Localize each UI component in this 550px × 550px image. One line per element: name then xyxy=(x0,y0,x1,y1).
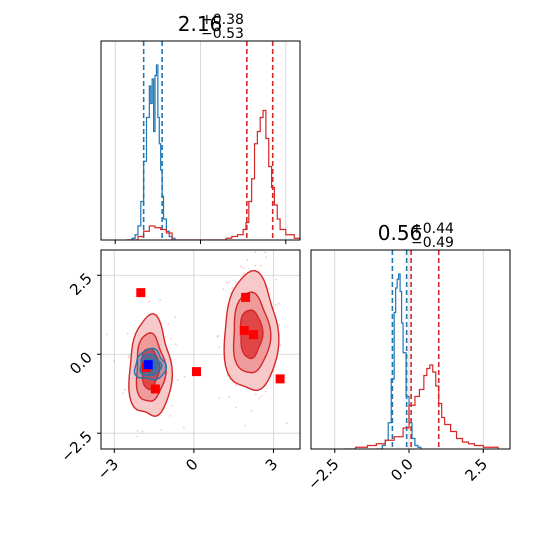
marginal-x0-title: 2.16 xyxy=(178,12,223,36)
scatter-point xyxy=(159,299,162,302)
marginal-x1-tick-label: 0.0 xyxy=(387,455,417,485)
truth-marker-blue xyxy=(143,360,153,370)
scatter-point xyxy=(183,375,186,378)
scatter-point xyxy=(169,415,172,417)
scatter-point xyxy=(136,435,139,438)
scatter-point xyxy=(126,332,129,335)
scatter-point xyxy=(234,406,237,409)
scatter-point xyxy=(279,344,282,347)
scatter-point xyxy=(258,397,261,400)
scatter-point xyxy=(264,251,267,254)
histogram-series-blue xyxy=(126,64,176,240)
scatter-point xyxy=(264,390,267,393)
joint-y-tick-label: 2.5 xyxy=(66,269,96,299)
marginal-x1-frame xyxy=(310,249,511,450)
truth-marker-red xyxy=(241,292,251,302)
scatter-point xyxy=(285,422,288,424)
truth-marker-red xyxy=(239,326,249,336)
scatter-point xyxy=(136,430,139,432)
marginal-x1-tick-label: −2.5 xyxy=(304,455,342,493)
histogram-series-blue xyxy=(376,273,422,449)
scatter-point xyxy=(259,264,262,267)
scatter-point xyxy=(217,335,220,337)
marginal-panel-x1: −2.5 0.0 2.5 0.56 +0.44 −0.49 xyxy=(304,221,511,494)
scatter-point xyxy=(183,426,185,429)
scatter-point xyxy=(222,288,225,291)
scatter-point xyxy=(234,451,236,453)
scatter-point xyxy=(141,430,144,433)
scatter-point xyxy=(265,256,267,259)
truth-marker-red xyxy=(136,288,146,298)
scatter-point xyxy=(260,395,263,398)
truth-marker-red xyxy=(249,330,259,340)
scatter-point xyxy=(128,354,131,357)
scatter-point xyxy=(242,266,245,269)
scatter-point xyxy=(231,287,234,289)
scatter-point xyxy=(246,259,249,262)
marginal-panel-x0: 2.16 +0.38 −0.53 xyxy=(100,12,301,241)
scatter-point xyxy=(242,272,245,275)
joint-y-tick-label: 0.0 xyxy=(66,348,96,378)
scatter-point xyxy=(278,324,281,327)
scatter-point xyxy=(235,384,237,387)
scatter-point xyxy=(275,278,278,281)
scatter-point xyxy=(105,333,108,336)
scatter-point xyxy=(113,360,116,363)
scatter-point xyxy=(170,405,173,408)
scatter-point xyxy=(160,428,163,431)
marginal-x1-title-plus: +0.44 xyxy=(411,221,454,237)
scatter-point xyxy=(216,335,219,338)
scatter-point xyxy=(169,337,172,340)
truth-marker-red xyxy=(192,367,202,377)
scatter-point xyxy=(254,251,257,254)
scatter-point xyxy=(218,346,221,349)
scatter-point xyxy=(234,281,237,284)
scatter-point xyxy=(167,323,170,326)
scatter-point xyxy=(243,218,245,220)
joint-panel: −3 0 3 2.5 0.0 −2.5 xyxy=(57,218,301,483)
scatter-point xyxy=(174,316,177,318)
marginal-x0-title-minus: −0.53 xyxy=(201,26,244,42)
scatter-point xyxy=(278,302,280,305)
joint-frame xyxy=(100,249,301,450)
scatter-point xyxy=(268,287,271,290)
scatter-point xyxy=(225,281,228,284)
scatter-point xyxy=(148,300,151,303)
scatter-point xyxy=(123,388,126,391)
scatter-point xyxy=(250,409,253,412)
joint-x-tick-label: 3 xyxy=(262,455,281,474)
scatter-point xyxy=(218,397,221,400)
scatter-point xyxy=(127,356,130,359)
scatter-point xyxy=(255,393,257,396)
scatter-point xyxy=(274,304,277,306)
scatter-point xyxy=(122,392,124,395)
scatter-point xyxy=(254,264,257,267)
marginal-x1-title-minus: −0.49 xyxy=(411,235,454,251)
scatter-point xyxy=(228,396,231,398)
joint-x-tick-label: −3 xyxy=(94,455,122,483)
truth-marker-red xyxy=(275,374,285,384)
joint-x-tick-label: 0 xyxy=(182,455,201,474)
marginal-x0-title-plus: +0.38 xyxy=(201,12,244,28)
histogram-series-red xyxy=(126,109,300,240)
joint-y-tick-label: −2.5 xyxy=(57,427,95,465)
marginal-x1-tick-label: 2.5 xyxy=(461,455,491,485)
scatter-point xyxy=(239,265,242,268)
histogram-series-red xyxy=(343,364,499,449)
marginal-x1-title: 0.56 xyxy=(378,221,423,245)
scatter-point xyxy=(228,281,231,283)
scatter-point xyxy=(243,424,246,427)
truth-marker-red xyxy=(150,384,160,394)
scatter-point xyxy=(177,379,179,381)
scatter-point xyxy=(175,343,177,346)
